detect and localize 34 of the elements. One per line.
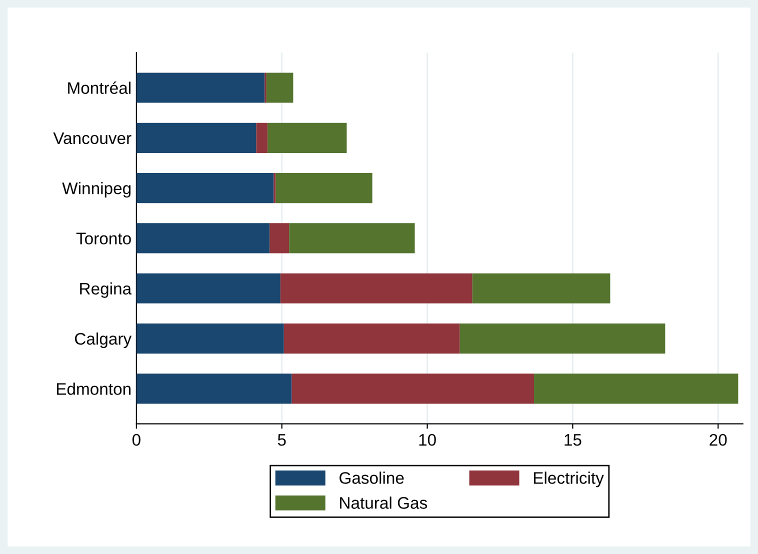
- bar: [136, 273, 280, 304]
- bar: [280, 273, 472, 304]
- bar: [284, 323, 460, 354]
- y-tick-label: Toronto: [76, 232, 131, 244]
- bar: [268, 122, 347, 153]
- y-tick-label: Vancouver: [53, 132, 132, 144]
- x-tick-label: 20: [710, 434, 727, 446]
- bar: [534, 374, 738, 404]
- bar: [289, 223, 415, 254]
- bar: [256, 122, 268, 153]
- bar: [472, 273, 610, 304]
- legend-label: Gasoline: [340, 472, 404, 484]
- legend-label: Natural Gas: [340, 496, 428, 509]
- bar: [136, 223, 270, 254]
- y-tick-label: Winnipeg: [62, 182, 131, 198]
- bar: [136, 72, 265, 103]
- x-tick-label: 5: [278, 434, 286, 446]
- legend-label: Electricity: [534, 472, 604, 488]
- y-tick-label: Regina: [80, 282, 132, 298]
- y-tick-label: Calgary: [75, 332, 132, 348]
- x-tick-label: 0: [132, 434, 140, 446]
- bar: [270, 223, 290, 254]
- bar: [460, 323, 666, 354]
- y-tick-label: Montréal: [68, 82, 130, 94]
- bar: [136, 122, 256, 153]
- bar: [136, 173, 274, 204]
- x-tick-label: 15: [564, 434, 582, 446]
- y-tick-label: Edmonton: [56, 382, 130, 395]
- x-tick-label: 10: [419, 434, 436, 446]
- bar: [136, 323, 284, 354]
- bar: [292, 374, 534, 404]
- bar: [276, 173, 372, 204]
- bar: [266, 72, 294, 103]
- bar: [136, 374, 292, 404]
